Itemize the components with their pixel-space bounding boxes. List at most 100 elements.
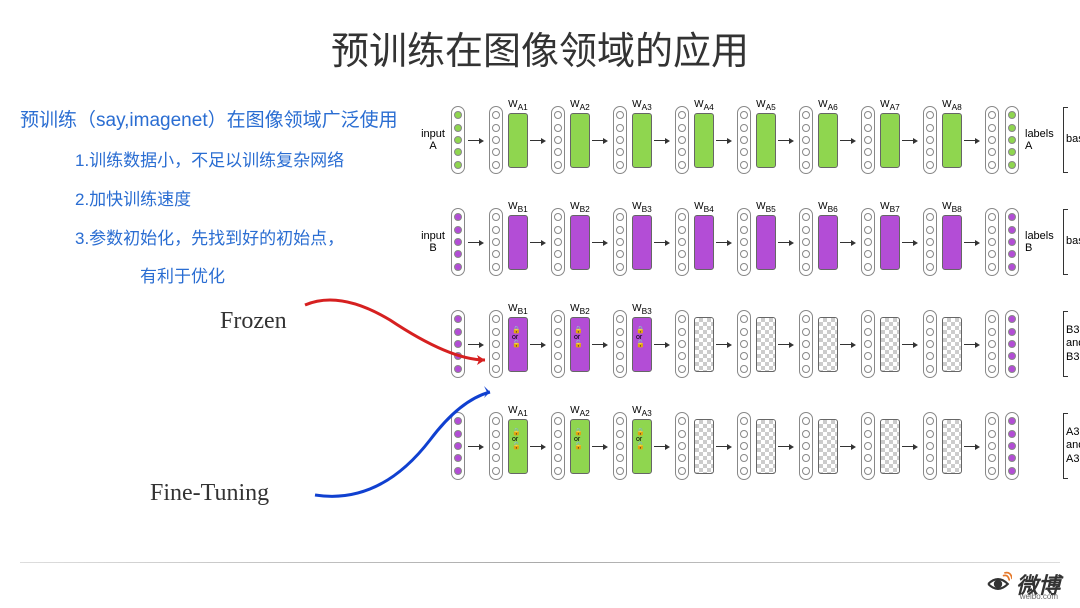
network-row-B3B: WB1🔒or🔓WB2🔒or🔓WB3🔒or🔓B3BandB3B⁺ xyxy=(418,299,1060,389)
arrow-icon xyxy=(902,344,920,345)
arrow-icon xyxy=(654,446,672,447)
output-label: labelsB xyxy=(1025,230,1060,254)
layer-neurons xyxy=(551,106,565,174)
weight-block: WA7 xyxy=(880,113,900,168)
weight-label: WA2 xyxy=(566,99,594,112)
arrow-icon xyxy=(902,446,920,447)
weight-label: WB3 xyxy=(628,201,656,214)
arrow-icon xyxy=(716,140,734,141)
output-label: labelsA xyxy=(1025,128,1060,152)
side-bracket xyxy=(1063,209,1064,275)
layer-neurons xyxy=(675,208,689,276)
weight-block: WB7 xyxy=(880,215,900,270)
side-label: B3BandB3B⁺ xyxy=(1066,324,1080,364)
weight-label: WB6 xyxy=(814,201,842,214)
weight-block: WA8 xyxy=(942,113,962,168)
weight-block xyxy=(818,317,838,372)
bullet-3-sub: 有利于优化 xyxy=(140,265,418,289)
side-label: A3BandA3B⁺ xyxy=(1066,426,1080,466)
layer-neurons xyxy=(489,310,503,378)
layer-neurons xyxy=(613,106,627,174)
weight-block: WA1 xyxy=(508,113,528,168)
weight-block xyxy=(880,317,900,372)
layer-neurons xyxy=(737,208,751,276)
weight-block: WB1🔒or🔓 xyxy=(508,317,528,372)
weight-block: WA6 xyxy=(818,113,838,168)
arrow-icon xyxy=(840,242,858,243)
weight-block: WA3🔒or🔓 xyxy=(632,419,652,474)
frozen-label: Frozen xyxy=(220,308,418,335)
lock-icon: 🔒or🔓 xyxy=(512,429,521,450)
layer-neurons xyxy=(799,208,813,276)
arrow-icon xyxy=(902,140,920,141)
side-bracket xyxy=(1063,311,1064,377)
footer-divider xyxy=(20,562,1060,563)
lock-icon: 🔒or🔓 xyxy=(636,429,645,450)
lock-icon: 🔒or🔓 xyxy=(512,327,521,348)
weight-label: WA2 xyxy=(566,405,594,418)
layer-neurons xyxy=(551,310,565,378)
arrow-icon xyxy=(964,242,982,243)
weight-block: WB2 xyxy=(570,215,590,270)
input-neurons xyxy=(451,106,465,174)
lock-icon: 🔒or🔓 xyxy=(636,327,645,348)
weight-block: WB3🔒or🔓 xyxy=(632,317,652,372)
arrow-icon xyxy=(964,344,982,345)
arrow-icon xyxy=(592,242,610,243)
weight-label: WB2 xyxy=(566,303,594,316)
weight-label: WA5 xyxy=(752,99,780,112)
weight-label: WA4 xyxy=(690,99,718,112)
arrow-icon xyxy=(964,140,982,141)
weight-block: WB4 xyxy=(694,215,714,270)
weight-block: WA2🔒or🔓 xyxy=(570,419,590,474)
arrow-icon xyxy=(468,344,486,345)
weibo-logo: 微博 weibo.com xyxy=(984,568,1060,600)
weight-block: WA5 xyxy=(756,113,776,168)
layer-neurons xyxy=(985,310,999,378)
bullet-2: 2.加快训练速度 xyxy=(75,186,418,213)
side-label: baseB xyxy=(1066,235,1080,248)
layer-neurons xyxy=(861,208,875,276)
arrow-icon xyxy=(654,140,672,141)
layer-neurons xyxy=(613,310,627,378)
weight-block: WA1🔒or🔓 xyxy=(508,419,528,474)
finetuning-label: Fine-Tuning xyxy=(150,480,418,507)
arrow-icon xyxy=(840,140,858,141)
arrow-icon xyxy=(592,446,610,447)
input-neurons xyxy=(451,412,465,480)
arrow-icon xyxy=(902,242,920,243)
input-label: inputB xyxy=(418,230,448,254)
weight-label: WB1 xyxy=(504,303,532,316)
layer-neurons xyxy=(799,310,813,378)
weight-label: WA6 xyxy=(814,99,842,112)
layer-neurons xyxy=(551,412,565,480)
weight-label: WA8 xyxy=(938,99,966,112)
layer-neurons xyxy=(675,106,689,174)
page-title: 预训练在图像领域的应用 xyxy=(0,0,1080,75)
arrow-icon xyxy=(778,344,796,345)
subtitle: 预训练（say,imagenet）在图像领域广泛使用 xyxy=(20,105,418,132)
weight-block xyxy=(694,317,714,372)
layer-neurons xyxy=(985,208,999,276)
arrow-icon xyxy=(964,446,982,447)
arrow-icon xyxy=(778,446,796,447)
arrow-icon xyxy=(840,446,858,447)
left-panel: 预训练（say,imagenet）在图像领域广泛使用 1.训练数据小，不足以训练… xyxy=(20,95,418,507)
weight-block: WB8 xyxy=(942,215,962,270)
side-label: baseA xyxy=(1066,133,1080,146)
content-area: 预训练（say,imagenet）在图像领域广泛使用 1.训练数据小，不足以训练… xyxy=(0,75,1080,507)
weight-block: WB2🔒or🔓 xyxy=(570,317,590,372)
weight-label: WB5 xyxy=(752,201,780,214)
arrow-icon xyxy=(530,242,548,243)
network-row-A: inputAWA1WA2WA3WA4WA5WA6WA7WA8labelsAbas… xyxy=(418,95,1060,185)
weight-label: WA3 xyxy=(628,405,656,418)
arrow-icon xyxy=(654,242,672,243)
arrow-icon xyxy=(716,446,734,447)
layer-neurons xyxy=(675,310,689,378)
arrow-icon xyxy=(840,344,858,345)
weight-block: WB1 xyxy=(508,215,528,270)
weibo-brand-sub: weibo.com xyxy=(1020,592,1058,601)
network-row-A3B: WA1🔒or🔓WA2🔒or🔓WA3🔒or🔓A3BandA3B⁺ xyxy=(418,401,1060,491)
layer-neurons xyxy=(923,106,937,174)
layer-neurons xyxy=(923,310,937,378)
